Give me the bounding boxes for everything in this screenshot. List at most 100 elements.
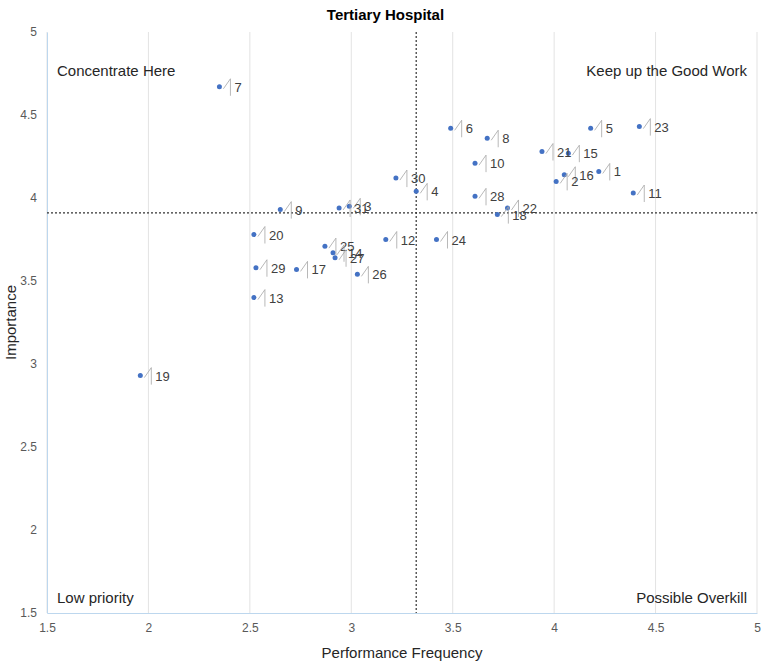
point — [355, 272, 360, 277]
label-leader — [479, 188, 486, 205]
point-label: 10 — [490, 156, 504, 171]
x-tick: 1.5 — [39, 613, 56, 635]
label-leader — [258, 290, 265, 307]
y-tick: 2 — [30, 523, 47, 537]
x-tick-label: 4.5 — [648, 621, 665, 635]
point — [434, 237, 439, 242]
point-label: 23 — [654, 120, 668, 135]
label-leader — [643, 119, 650, 136]
y-axis-title: Importance — [2, 285, 19, 360]
y-tick-label: 3.5 — [20, 274, 37, 288]
y-tick-label: 2.5 — [20, 440, 37, 454]
reference-lines — [47, 32, 757, 613]
point — [554, 179, 559, 184]
label-leader — [260, 260, 267, 277]
label-leader — [637, 185, 644, 202]
x-tick-label: 2.5 — [242, 621, 259, 635]
reference-line-y — [47, 212, 757, 213]
point — [217, 84, 222, 89]
point — [294, 267, 299, 272]
label-leader — [144, 368, 151, 385]
point — [393, 176, 398, 181]
y-axis: 1.5 2 2.5 3 3.5 4 4.5 5 — [20, 25, 47, 620]
y-tick: 4 — [30, 191, 47, 205]
x-tick: 2 — [146, 613, 153, 635]
x-tick: 3.5 — [445, 613, 462, 635]
y-axis-line — [47, 33, 48, 614]
x-axis: 1.5 2 2.5 3 3.5 4 4.5 5 — [39, 613, 761, 635]
point — [347, 204, 352, 209]
y-tick: 1.5 — [20, 606, 47, 620]
point-label: 13 — [269, 291, 283, 306]
point-label: 29 — [271, 261, 285, 276]
label-leader — [560, 173, 567, 190]
point — [414, 189, 419, 194]
point-label: 5 — [606, 121, 613, 136]
x-axis-line — [48, 613, 758, 614]
label-leader — [343, 200, 350, 217]
label-leader — [223, 79, 230, 96]
label-leader — [337, 245, 344, 262]
point-label: 15 — [583, 146, 597, 161]
label-leader — [420, 183, 427, 200]
x-tick-label: 4 — [551, 621, 558, 635]
grid-line-x — [554, 32, 555, 613]
quadrant-labels: Concentrate HereKeep up the Good WorkLow… — [57, 62, 747, 606]
point-label: 26 — [372, 267, 386, 282]
point-label: 30 — [411, 171, 425, 186]
point-label: 6 — [466, 121, 473, 136]
point-label: 21 — [557, 145, 571, 160]
x-tick: 4.5 — [648, 613, 665, 635]
label-leader — [603, 163, 610, 180]
x-tick-label: 5 — [754, 621, 761, 635]
x-axis-title: Performance Frequency — [322, 644, 483, 661]
label-leader — [440, 232, 447, 249]
y-tick-label: 2 — [30, 523, 37, 537]
point-label: 17 — [312, 262, 326, 277]
point-label: 12 — [401, 233, 415, 248]
x-tick-label: 3.5 — [445, 621, 462, 635]
point-label: 27 — [350, 251, 364, 266]
reference-line-x — [416, 32, 417, 613]
point — [485, 136, 490, 141]
point — [322, 244, 327, 249]
point — [383, 237, 388, 242]
label-leader — [329, 238, 336, 255]
point-label: 20 — [269, 228, 283, 243]
quadrant-label: Low priority — [57, 589, 134, 606]
label-leader — [455, 120, 462, 137]
point-labels: 7685232115101163024281122331918201224251… — [144, 79, 668, 385]
label-leader — [258, 227, 265, 244]
point-label: 19 — [155, 369, 169, 384]
point — [473, 161, 478, 166]
grid-line-x — [47, 32, 48, 613]
label-leader — [339, 250, 346, 267]
point-label: 11 — [648, 186, 662, 201]
point — [495, 212, 500, 217]
y-tick-label: 5 — [30, 25, 37, 39]
point-label: 28 — [490, 189, 504, 204]
label-leader — [479, 155, 486, 172]
label-leader — [390, 232, 397, 249]
point-label: 18 — [512, 208, 526, 223]
y-tick: 3 — [30, 357, 47, 371]
y-tick: 5 — [30, 25, 47, 39]
y-tick-label: 3 — [30, 357, 37, 371]
label-leader — [595, 120, 602, 137]
y-tick-label: 4 — [30, 191, 37, 205]
y-tick: 4.5 — [20, 108, 47, 122]
point — [278, 207, 283, 212]
x-tick: 3 — [348, 613, 355, 635]
y-tick: 2.5 — [20, 440, 47, 454]
grid-line-x — [249, 32, 250, 613]
label-leader — [572, 145, 579, 162]
point-label: 16 — [579, 168, 593, 183]
x-tick-label: 2 — [146, 621, 153, 635]
point-label: 4 — [431, 184, 438, 199]
x-tick: 5 — [754, 613, 761, 635]
point — [333, 255, 338, 260]
point-label: 24 — [451, 233, 465, 248]
x-tick: 4 — [551, 613, 558, 635]
quadrant-label: Keep up the Good Work — [586, 62, 747, 79]
grid-line-x — [148, 32, 149, 613]
